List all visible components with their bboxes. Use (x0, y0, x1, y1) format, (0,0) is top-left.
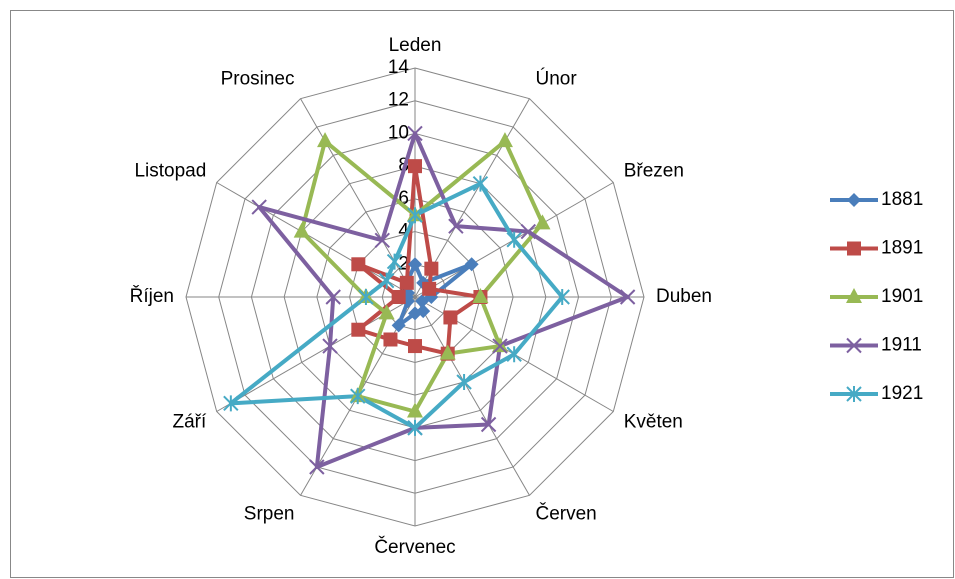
legend-marker (847, 193, 861, 207)
data-point (520, 223, 537, 240)
legend-marker (846, 386, 862, 402)
data-point (472, 288, 489, 303)
data-point (378, 272, 395, 289)
data-point (223, 395, 239, 412)
category-label: Červen (536, 502, 597, 524)
legend-label: 1901 (881, 286, 923, 307)
r-tick-label: 14 (388, 57, 410, 78)
legend-marker (846, 288, 862, 303)
data-point (408, 159, 422, 174)
r-tick-label: 6 (398, 188, 409, 209)
legend-label: 1891 (881, 238, 923, 259)
legend-label: 1921 (881, 383, 923, 404)
category-label: Prosinec (221, 69, 295, 90)
data-point (351, 322, 366, 337)
data-point (322, 338, 338, 354)
category-label: Červenec (374, 536, 455, 558)
data-point (464, 257, 479, 272)
data-point (534, 214, 551, 230)
data-point (480, 416, 497, 433)
data-point (374, 232, 390, 249)
data-point (439, 344, 456, 360)
data-point (325, 289, 341, 305)
data-point (407, 402, 423, 418)
legend-marker (846, 337, 862, 354)
legend-label: 1881 (881, 189, 923, 210)
data-point (386, 253, 403, 270)
data-point (408, 306, 422, 321)
data-point (351, 257, 366, 272)
r-tick-label: 4 (398, 221, 409, 242)
category-label: Říjen (130, 285, 174, 307)
data-point (358, 289, 374, 305)
data-point (407, 207, 423, 224)
category-label: Září (173, 412, 208, 433)
data-point (506, 231, 522, 248)
data-point (407, 419, 423, 436)
data-point (350, 388, 366, 405)
data-point (496, 132, 513, 148)
data-point (619, 289, 636, 305)
data-point (309, 459, 325, 475)
data-point (456, 373, 472, 390)
category-label: Leden (389, 35, 442, 56)
data-point (391, 290, 406, 304)
category-label: Únor (536, 68, 578, 90)
data-point (448, 218, 464, 234)
data-point (399, 275, 414, 290)
category-label: Květen (624, 412, 683, 433)
data-point (491, 337, 508, 353)
data-point (407, 125, 423, 142)
r-tick-label: 10 (388, 122, 409, 143)
data-point (472, 175, 489, 192)
data-point (293, 222, 310, 238)
data-point (492, 338, 508, 354)
data-point (506, 346, 522, 363)
legend-marker (847, 241, 861, 256)
data-point (378, 304, 395, 320)
data-point (251, 199, 267, 215)
category-label: Listopad (134, 161, 206, 182)
data-point (415, 294, 430, 309)
data-point (422, 281, 437, 296)
category-label: Duben (656, 286, 712, 307)
r-tick-label: 12 (388, 90, 409, 111)
spoke (216, 182, 416, 298)
data-point (408, 339, 422, 354)
category-label: Březen (624, 161, 684, 182)
data-point (554, 289, 570, 305)
data-point (391, 318, 406, 333)
category-label: Srpen (244, 503, 295, 524)
data-point (317, 132, 334, 148)
r-tick-label: 2 (398, 253, 409, 274)
data-point (443, 310, 458, 325)
data-point (424, 261, 439, 276)
data-point (383, 332, 398, 347)
data-point (408, 257, 422, 272)
legend-label: 1911 (881, 335, 922, 356)
spoke (414, 296, 530, 496)
